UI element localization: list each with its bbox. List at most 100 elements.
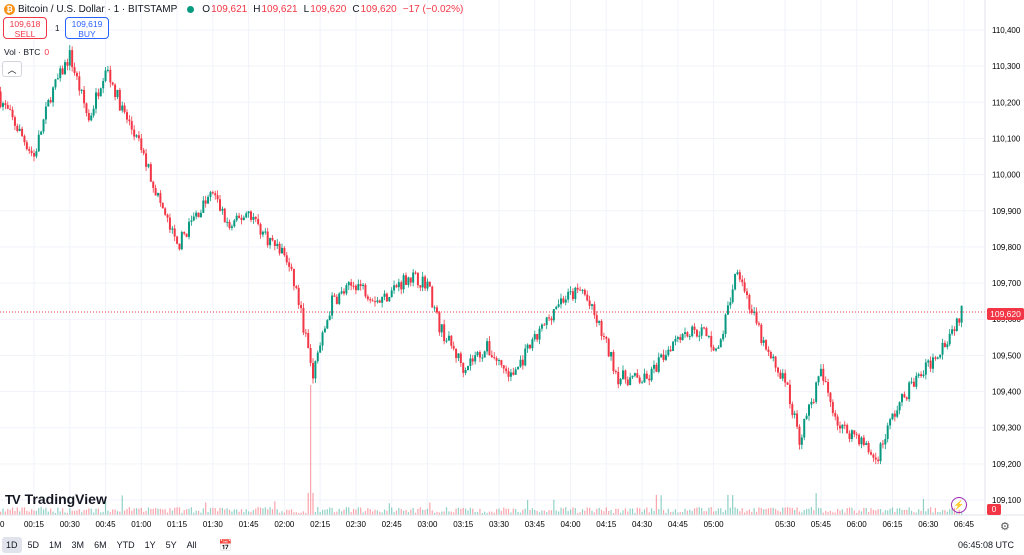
candle[interactable] [416,272,419,289]
candle[interactable] [97,88,100,100]
candle[interactable] [478,350,481,363]
candle[interactable] [307,329,310,349]
candle[interactable] [269,237,272,249]
candle[interactable] [948,329,951,347]
candle[interactable] [154,184,157,196]
candle[interactable] [52,86,55,107]
candle[interactable] [741,275,744,287]
candle[interactable] [235,212,238,222]
candle[interactable] [459,351,462,367]
candle[interactable] [254,216,257,223]
candle[interactable] [419,285,422,292]
candle[interactable] [66,58,69,71]
candle[interactable] [715,347,717,352]
candle[interactable] [519,355,522,368]
symbol-title[interactable]: Bitcoin / U.S. Dollar · 1 · BITSTAMP [18,3,178,15]
candle[interactable] [266,227,269,248]
candle[interactable] [734,273,737,291]
candle[interactable] [40,130,43,136]
candle[interactable] [436,305,438,315]
candle[interactable] [581,289,584,294]
candle[interactable] [517,366,520,370]
candle[interactable] [300,301,303,313]
candle[interactable] [278,241,281,256]
candle[interactable] [199,209,202,218]
candle[interactable] [905,396,908,402]
candle[interactable] [49,96,52,104]
candle[interactable] [934,355,937,361]
candle[interactable] [2,101,4,111]
candle[interactable] [438,310,441,336]
candle[interactable] [839,421,841,434]
candle[interactable] [121,101,124,113]
candle[interactable] [867,441,870,455]
candle[interactable] [545,316,548,330]
candle[interactable] [703,326,706,330]
candle[interactable] [486,338,489,355]
candle[interactable] [405,272,407,285]
range-3m-button[interactable]: 3M [71,540,85,550]
candle[interactable] [796,409,799,429]
candle[interactable] [128,115,131,126]
candle[interactable] [490,350,493,358]
candle[interactable] [533,330,536,342]
candle[interactable] [209,190,212,202]
candle[interactable] [433,305,436,312]
candle[interactable] [638,375,641,385]
candle[interactable] [836,414,839,431]
candle[interactable] [805,413,808,420]
candle[interactable] [281,243,283,254]
candle[interactable] [810,398,813,409]
candle[interactable] [834,409,837,421]
candle[interactable] [140,133,143,153]
candle[interactable] [772,354,775,362]
candle[interactable] [135,134,138,138]
sell-button[interactable]: 109,618 SELL [3,17,47,39]
candle[interactable] [409,277,412,287]
candle[interactable] [569,286,572,295]
candle[interactable] [605,335,608,343]
candle[interactable] [784,369,787,387]
candle[interactable] [936,356,939,360]
candle[interactable] [369,296,372,304]
candle[interactable] [636,369,639,379]
candle[interactable] [550,316,553,325]
candle[interactable] [276,239,279,249]
candle[interactable] [939,354,942,360]
candle[interactable] [960,305,963,328]
candle[interactable] [540,323,543,332]
candle[interactable] [288,257,291,272]
candle[interactable] [877,456,880,465]
range-1y-button[interactable]: 1Y [144,540,156,550]
candle[interactable] [331,292,334,319]
candle[interactable] [202,196,205,214]
candle[interactable] [808,403,810,421]
candle[interactable] [185,233,188,238]
candle[interactable] [145,148,148,171]
candle[interactable] [529,344,531,350]
candle[interactable] [645,370,648,380]
candle[interactable] [219,194,221,212]
candle[interactable] [114,83,117,101]
candle[interactable] [574,286,577,303]
candle[interactable] [23,134,26,146]
candle[interactable] [166,213,169,223]
candle[interactable] [841,424,844,434]
candle[interactable] [383,290,386,301]
candle[interactable] [142,147,145,156]
candle[interactable] [64,59,66,75]
candle[interactable] [943,340,946,348]
candle[interactable] [211,190,214,195]
candle[interactable] [304,329,307,337]
candle[interactable] [757,321,760,327]
candle[interactable] [250,210,252,223]
candle[interactable] [886,422,889,443]
candle[interactable] [557,299,560,308]
candle[interactable] [664,350,667,362]
candle[interactable] [774,356,777,372]
candle[interactable] [853,430,856,438]
candle[interactable] [455,348,458,363]
candle[interactable] [610,351,613,361]
candle[interactable] [123,102,126,114]
candle[interactable] [662,349,665,363]
